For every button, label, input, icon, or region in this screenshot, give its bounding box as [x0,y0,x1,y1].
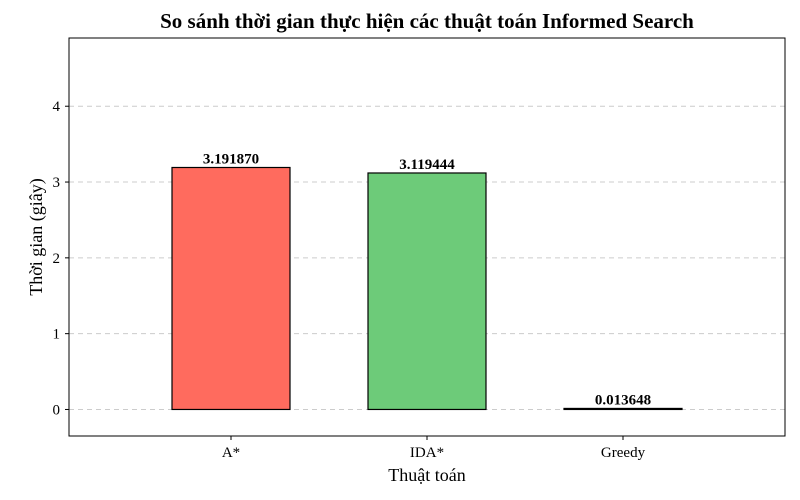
x-tick-label: A* [222,445,240,461]
bar-2 [563,407,683,411]
y-tick-label: 3 [53,175,61,191]
y-tick-label: 1 [53,327,61,343]
bar-1 [367,172,487,411]
chart-title: So sánh thời gian thực hiện các thuật to… [160,9,694,33]
data-labels: 3.191870 3.119444 0.013648 [203,151,651,408]
data-label-0: 3.191870 [203,151,259,167]
x-tick-label: Greedy [601,445,646,461]
x-axis-label: Thuật toán [388,465,465,485]
y-axis-label: Thời gian (giây) [26,178,47,295]
y-axis-ticks: 0 1 2 3 4 [53,99,69,418]
y-tick-label: 0 [53,402,61,418]
y-tick-label: 4 [53,99,61,115]
x-tick-label: IDA* [410,445,444,461]
y-tick-label: 2 [53,251,61,267]
data-label-2: 0.013648 [595,392,651,408]
data-label-1: 3.119444 [399,157,455,173]
bars [171,166,683,411]
x-axis-ticks: A* IDA* Greedy [222,436,646,461]
bar-0 [171,166,291,411]
